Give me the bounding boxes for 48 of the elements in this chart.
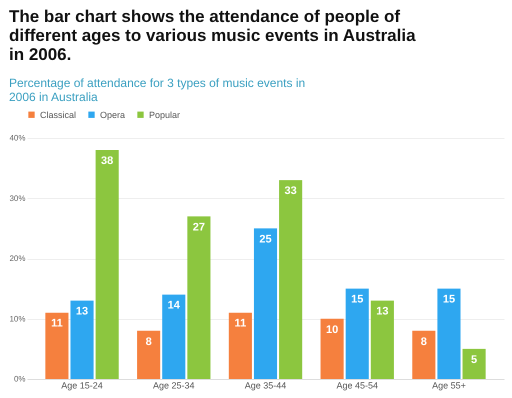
data-label: 38 <box>101 155 114 168</box>
x-tick-label: Age 55+ <box>432 380 466 390</box>
bar <box>346 288 369 379</box>
text: 2006 in Australia <box>8 90 98 104</box>
bar <box>228 312 252 379</box>
data-label: 13 <box>376 306 388 318</box>
x-tick-label: Age 25-34 <box>152 380 195 390</box>
x-tick-label: Age 45-54 <box>336 380 378 390</box>
x-tick-label: Age 15-24 <box>61 380 103 390</box>
data-label: 11 <box>234 318 246 330</box>
bar <box>45 312 68 379</box>
bar <box>437 288 461 379</box>
y-tick-label: 0% <box>14 374 26 384</box>
text: Percentage of attendance for 3 types of music events in <box>8 76 306 90</box>
text: different ages to various music events in Australia <box>8 26 416 45</box>
bar <box>162 294 186 379</box>
data-label: 5 <box>471 354 478 366</box>
data-label: 15 <box>442 294 456 306</box>
legend-label: Classical <box>40 110 76 120</box>
data-label: 8 <box>146 336 152 348</box>
text: in 2006. <box>8 45 72 64</box>
data-label: 25 <box>259 233 272 246</box>
data-label: 27 <box>192 221 206 234</box>
data-label: 33 <box>284 185 297 198</box>
data-label: 11 <box>51 318 63 330</box>
bar <box>96 150 119 379</box>
x-tick-label: Age 35-44 <box>244 380 286 390</box>
legend-label: Opera <box>100 110 126 120</box>
bar <box>70 300 94 379</box>
y-tick-label: 40% <box>9 134 26 142</box>
bar <box>187 216 210 379</box>
bar <box>462 348 486 379</box>
bar <box>320 318 344 379</box>
bar <box>254 228 278 379</box>
bar <box>370 300 394 379</box>
y-tick-label: 20% <box>9 254 26 263</box>
data-label: 14 <box>168 300 181 312</box>
y-tick-label: 30% <box>9 194 26 203</box>
data-label: 10 <box>326 324 338 336</box>
data-label: 15 <box>351 294 364 306</box>
data-label: 8 <box>420 336 427 348</box>
y-tick-label: 10% <box>9 314 26 324</box>
bar <box>412 330 436 379</box>
text: The bar chart shows the attendance of people of <box>8 7 400 26</box>
bar <box>137 330 160 379</box>
data-label: 13 <box>76 306 88 318</box>
bar <box>279 180 302 379</box>
legend-label: Popular <box>149 110 180 120</box>
